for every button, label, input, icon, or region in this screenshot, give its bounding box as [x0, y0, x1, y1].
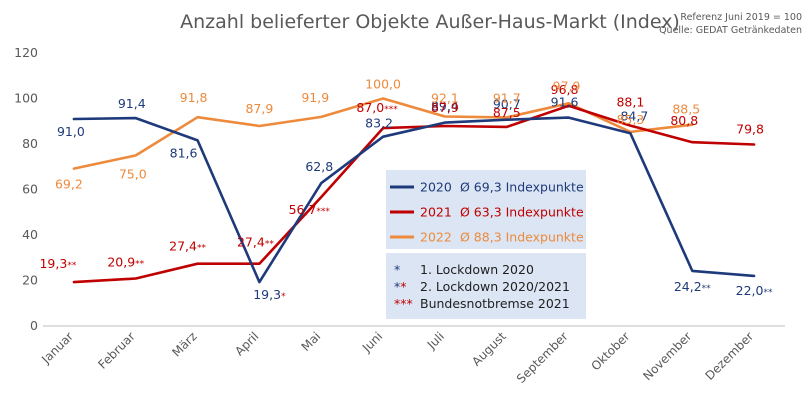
legend-year: 2022: [420, 230, 452, 245]
data-label: 92,1: [431, 90, 459, 105]
data-label: 87,9: [245, 101, 273, 116]
data-label: 20,9**: [107, 254, 144, 269]
legend-year: 2021: [420, 205, 452, 220]
data-label: 91,6: [551, 95, 579, 110]
data-label: 62,8: [305, 159, 333, 174]
data-label: 22,0**: [736, 283, 773, 298]
y-tick-label: 60: [22, 182, 38, 197]
data-label: 91,7: [493, 90, 521, 105]
x-tick-label: Juni: [359, 329, 385, 355]
data-label: 91,9: [301, 90, 329, 105]
data-label: 80,8: [670, 113, 698, 128]
footnote-symbol: *: [394, 262, 400, 277]
x-tick-label: Mai: [299, 329, 324, 354]
data-label: 100,0: [365, 77, 401, 92]
data-label: 91,0: [57, 124, 85, 139]
footnote-text: 1. Lockdown 2020: [420, 262, 534, 277]
series-lines: [72, 97, 756, 284]
footnote-text: 2. Lockdown 2020/2021: [420, 279, 570, 294]
reference-note: Referenz Juni 2019 = 100: [680, 12, 802, 23]
data-label: 19,3*: [253, 287, 286, 302]
data-label: 84,7: [620, 108, 648, 123]
data-label: 88,5: [672, 102, 700, 117]
x-tick-label: Dezember: [703, 329, 757, 383]
y-tick-label: 80: [22, 136, 38, 151]
footnote-symbol: **: [394, 279, 407, 294]
legend: 2020 Ø 69,3 Indexpunkte 2021 Ø 63,3 Indexpu…: [386, 170, 586, 249]
x-tick-label: Juli: [424, 329, 447, 352]
x-tick-label: November: [640, 329, 694, 383]
data-label: 91,4: [118, 96, 146, 111]
data-label: 81,6: [170, 145, 198, 160]
y-tick-label: 20: [22, 273, 38, 288]
data-label: 97,9: [553, 78, 581, 93]
data-label: 90,7: [493, 97, 521, 112]
data-label: 75,0: [119, 166, 147, 181]
legend-year: 2020: [420, 180, 452, 195]
series-line-2021: [72, 104, 756, 284]
data-label: 19,3**: [39, 256, 76, 271]
y-tick-label: 100: [14, 91, 38, 106]
data-label: 79,8: [736, 121, 764, 136]
data-label: 24,2**: [674, 279, 711, 294]
data-label: 91,8: [180, 90, 208, 105]
series-line-2020: [72, 116, 756, 284]
y-tick-label: 120: [14, 45, 38, 60]
data-label: 69,2: [55, 177, 83, 192]
data-label: 56,7***: [289, 202, 331, 217]
footnote-box: * 1. Lockdown 2020 ** 2. Lockdown 2020/2021…: [386, 253, 586, 319]
data-labels: 91,0 91,4 81,6 19,3* 62,8 83,2 89,4 90,7 91,6 84,…: [39, 77, 773, 303]
footnote-box-bg: [386, 253, 586, 319]
x-tick-label: März: [169, 329, 199, 359]
data-label: 85,3: [616, 112, 644, 127]
data-label: 27,4**: [237, 235, 274, 250]
data-label: 88,1: [616, 95, 644, 110]
x-tick-label: April: [232, 329, 261, 358]
x-tick-label: Oktober: [588, 329, 632, 373]
data-label: 27,4**: [169, 239, 206, 254]
legend-box: [386, 170, 586, 249]
data-label: 87,9: [431, 100, 459, 115]
data-label: 83,2: [365, 116, 393, 131]
legend-label: Ø 63,3 Indexpunkte: [460, 205, 584, 220]
data-label: 89,4: [431, 99, 459, 114]
chart-title: Anzahl belieferter Objekte Außer-Haus-Ma…: [180, 11, 680, 33]
x-tick-label: Februar: [95, 329, 138, 372]
x-tick-label: August: [469, 329, 509, 369]
y-tick-label: 40: [22, 227, 38, 242]
source-note: Quelle: GEDAT Getränkedaten: [659, 25, 802, 36]
footnote-symbol: ***: [394, 296, 413, 311]
legend-label: Ø 69,3 Indexpunkte: [460, 180, 584, 195]
footnote-text: Bundesnotbremse 2021: [420, 296, 570, 311]
data-label: 87,5: [493, 105, 521, 120]
y-tick-label: 0: [30, 318, 38, 333]
data-label: 96,8: [551, 82, 579, 97]
x-tick-label: Januar: [38, 329, 76, 367]
legend-label: Ø 88,3 Indexpunkte: [460, 230, 584, 245]
x-tick-label: September: [514, 329, 571, 386]
